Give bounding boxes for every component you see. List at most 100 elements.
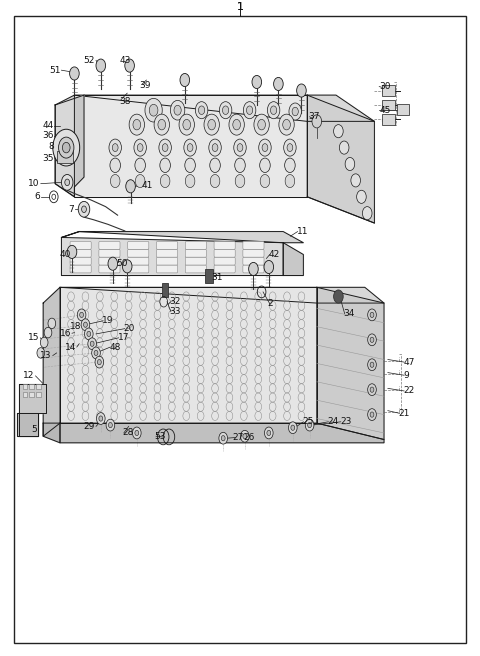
Text: 13: 13 bbox=[40, 351, 52, 360]
Circle shape bbox=[284, 139, 296, 156]
Circle shape bbox=[90, 341, 94, 346]
Text: 24: 24 bbox=[328, 417, 339, 426]
Circle shape bbox=[82, 206, 86, 213]
Bar bbox=[36, 384, 41, 389]
FancyBboxPatch shape bbox=[70, 241, 91, 249]
FancyBboxPatch shape bbox=[185, 265, 206, 273]
Text: 45: 45 bbox=[379, 106, 391, 115]
Circle shape bbox=[252, 75, 262, 89]
Circle shape bbox=[97, 359, 101, 365]
Text: 31: 31 bbox=[211, 273, 223, 282]
Circle shape bbox=[78, 201, 90, 217]
Circle shape bbox=[351, 174, 360, 187]
Circle shape bbox=[170, 100, 185, 120]
Text: 43: 43 bbox=[120, 56, 131, 65]
Text: 10: 10 bbox=[28, 179, 40, 188]
Circle shape bbox=[106, 419, 115, 431]
FancyBboxPatch shape bbox=[243, 249, 264, 257]
Text: 40: 40 bbox=[60, 250, 71, 259]
Text: 5: 5 bbox=[32, 424, 37, 434]
Circle shape bbox=[132, 427, 141, 439]
Text: 29: 29 bbox=[84, 422, 95, 431]
Polygon shape bbox=[43, 287, 60, 436]
Circle shape bbox=[184, 139, 196, 156]
Circle shape bbox=[137, 144, 143, 152]
Circle shape bbox=[370, 387, 374, 392]
FancyBboxPatch shape bbox=[70, 249, 91, 257]
Circle shape bbox=[37, 348, 45, 358]
Circle shape bbox=[187, 144, 193, 152]
Circle shape bbox=[370, 337, 374, 342]
Bar bbox=[36, 392, 41, 397]
Polygon shape bbox=[74, 95, 374, 121]
Circle shape bbox=[210, 158, 220, 173]
Circle shape bbox=[368, 334, 376, 346]
Circle shape bbox=[368, 384, 376, 396]
Text: 50: 50 bbox=[117, 258, 128, 268]
Circle shape bbox=[80, 312, 84, 318]
Polygon shape bbox=[43, 423, 60, 443]
Bar bbox=[57, 151, 73, 163]
Polygon shape bbox=[283, 243, 303, 276]
FancyBboxPatch shape bbox=[128, 257, 149, 265]
Text: 14: 14 bbox=[65, 342, 77, 352]
FancyBboxPatch shape bbox=[185, 249, 206, 257]
Circle shape bbox=[44, 327, 52, 338]
Circle shape bbox=[270, 106, 276, 114]
Circle shape bbox=[96, 59, 106, 72]
Circle shape bbox=[133, 119, 141, 130]
Circle shape bbox=[362, 207, 372, 220]
FancyBboxPatch shape bbox=[70, 265, 91, 273]
Bar bbox=[29, 384, 34, 389]
Text: 16: 16 bbox=[60, 329, 71, 338]
Circle shape bbox=[260, 174, 270, 188]
Circle shape bbox=[108, 257, 118, 270]
Circle shape bbox=[145, 98, 162, 122]
Circle shape bbox=[312, 115, 322, 128]
Circle shape bbox=[149, 104, 158, 116]
Circle shape bbox=[209, 139, 221, 156]
Polygon shape bbox=[19, 384, 46, 436]
Circle shape bbox=[221, 436, 225, 441]
FancyBboxPatch shape bbox=[243, 241, 264, 249]
Polygon shape bbox=[74, 95, 307, 197]
Text: 35: 35 bbox=[42, 154, 54, 163]
Circle shape bbox=[259, 139, 271, 156]
Circle shape bbox=[334, 125, 343, 138]
Circle shape bbox=[84, 322, 87, 327]
Circle shape bbox=[159, 139, 171, 156]
Circle shape bbox=[99, 416, 103, 421]
Circle shape bbox=[204, 114, 219, 135]
Circle shape bbox=[237, 144, 243, 152]
Bar bbox=[382, 100, 395, 110]
Polygon shape bbox=[307, 95, 374, 223]
Circle shape bbox=[357, 190, 366, 203]
Circle shape bbox=[222, 106, 228, 114]
FancyBboxPatch shape bbox=[243, 257, 264, 265]
Circle shape bbox=[243, 102, 256, 119]
Circle shape bbox=[77, 309, 86, 321]
FancyBboxPatch shape bbox=[214, 265, 235, 273]
Circle shape bbox=[210, 174, 220, 188]
Text: 47: 47 bbox=[403, 358, 415, 367]
Circle shape bbox=[292, 107, 298, 115]
Text: 28: 28 bbox=[122, 428, 134, 438]
Bar bbox=[205, 269, 213, 283]
Circle shape bbox=[283, 119, 290, 130]
Circle shape bbox=[160, 174, 170, 188]
Text: 48: 48 bbox=[109, 342, 121, 352]
Circle shape bbox=[208, 119, 216, 130]
Circle shape bbox=[249, 262, 258, 276]
Text: 7: 7 bbox=[69, 205, 74, 214]
Bar bbox=[23, 384, 27, 389]
Text: 18: 18 bbox=[70, 321, 82, 331]
Circle shape bbox=[370, 362, 374, 367]
FancyBboxPatch shape bbox=[185, 257, 206, 265]
Polygon shape bbox=[17, 413, 38, 436]
Circle shape bbox=[288, 422, 297, 434]
Text: 37: 37 bbox=[309, 112, 320, 121]
FancyBboxPatch shape bbox=[70, 257, 91, 265]
FancyBboxPatch shape bbox=[128, 265, 149, 273]
Text: 25: 25 bbox=[302, 417, 314, 426]
FancyBboxPatch shape bbox=[214, 241, 235, 249]
